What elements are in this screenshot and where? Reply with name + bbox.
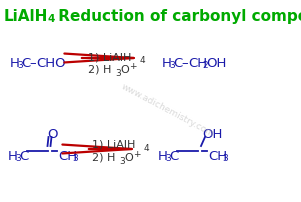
Text: 2) H: 2) H	[92, 152, 115, 162]
Text: O: O	[120, 65, 129, 75]
Text: –: –	[29, 57, 36, 70]
Text: 1) LiAlH: 1) LiAlH	[88, 52, 131, 62]
Text: +: +	[133, 149, 141, 158]
Text: C: C	[173, 57, 182, 70]
Text: O: O	[124, 152, 133, 162]
Text: 3: 3	[165, 153, 171, 162]
Text: 4: 4	[144, 143, 150, 152]
Text: OH: OH	[202, 127, 222, 140]
Text: OH: OH	[206, 57, 226, 70]
Text: 3: 3	[169, 61, 175, 70]
Text: C: C	[169, 149, 178, 162]
Text: Reduction of carbonyl compounds: Reduction of carbonyl compounds	[53, 9, 301, 24]
Text: CH: CH	[208, 149, 227, 162]
Text: C: C	[19, 149, 28, 162]
Text: CHO: CHO	[36, 57, 66, 70]
Text: 3: 3	[15, 153, 21, 162]
Text: 3: 3	[222, 153, 228, 162]
Text: LiAlH: LiAlH	[4, 9, 48, 24]
Text: H: H	[158, 149, 168, 162]
Text: +: +	[129, 62, 136, 71]
Text: 3: 3	[119, 156, 125, 165]
Text: www.adichemistry.com: www.adichemistry.com	[120, 81, 216, 138]
Text: O: O	[47, 127, 57, 140]
Text: CH: CH	[188, 57, 207, 70]
Text: 1) LiAlH: 1) LiAlH	[92, 139, 135, 149]
Text: 4: 4	[140, 56, 146, 65]
Text: 3: 3	[72, 153, 78, 162]
Text: –: –	[181, 57, 188, 70]
Text: C: C	[21, 57, 30, 70]
Text: 2: 2	[202, 61, 208, 70]
Text: 3: 3	[17, 61, 23, 70]
Text: CH: CH	[58, 149, 77, 162]
Text: H: H	[162, 57, 172, 70]
Text: H: H	[8, 149, 18, 162]
Text: 4: 4	[47, 14, 54, 24]
Text: 3: 3	[115, 69, 121, 78]
Text: 2) H: 2) H	[88, 65, 111, 75]
Text: H: H	[10, 57, 20, 70]
